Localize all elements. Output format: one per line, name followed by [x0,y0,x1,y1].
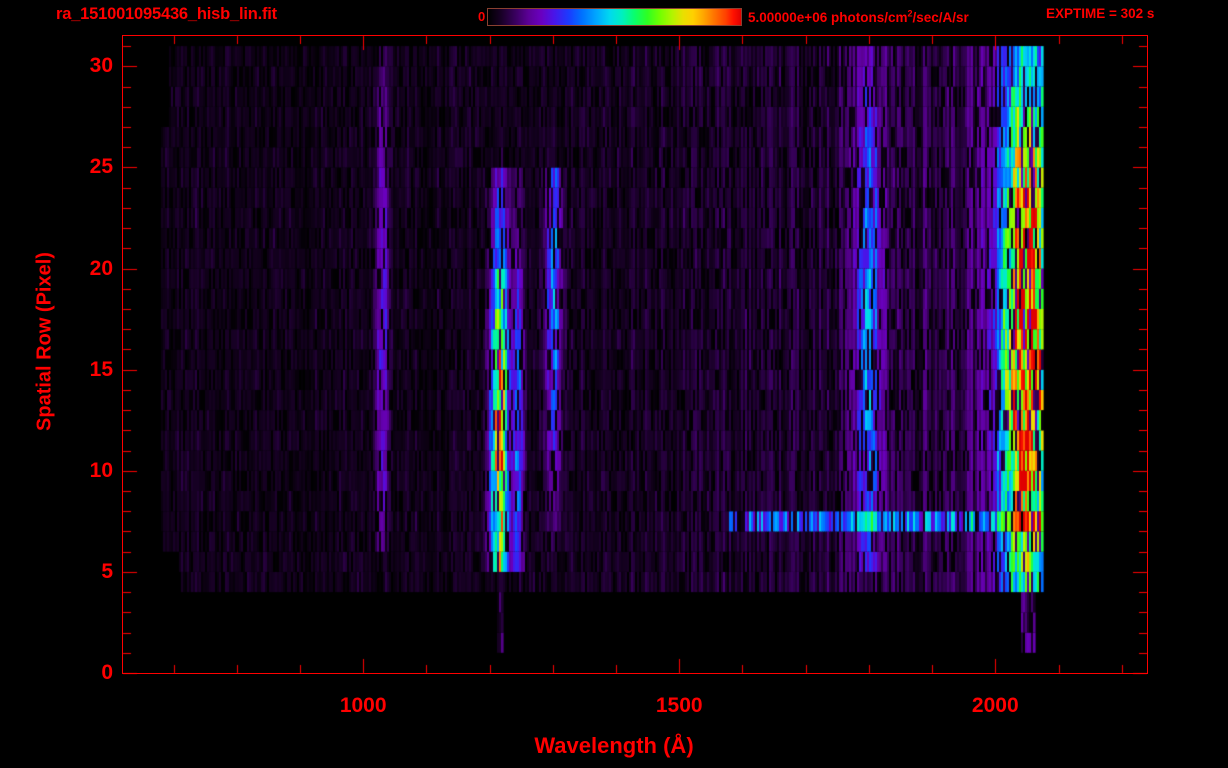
y-tick-label: 15 [89,357,113,381]
colorbar-min-label: 0 [478,9,486,24]
y-tick-label: 10 [89,458,113,482]
colorbar: 0 5.00000e+06 photons/cm2/sec/A/sr [478,7,969,27]
x-axis-title: Wavelength (Å) [534,733,694,758]
file-title: ra_151001095436_hisb_lin.fit [56,5,277,23]
y-tick-label: 0 [101,661,113,684]
colorbar-units-post: /sec/A/sr [912,10,969,25]
plot-frame [122,35,1148,674]
y-tick-label: 25 [89,155,113,179]
x-tick-label: 1500 [655,694,703,717]
colorbar-gradient [487,8,742,26]
y-tick-label: 20 [89,256,113,280]
colorbar-units-pre: photons/cm [827,10,908,25]
colorbar-max-value: 5.00000e+06 [748,10,828,25]
x-tick-label: 2000 [971,694,1019,717]
exposure-time-label: EXPTIME = 302 s [1046,6,1155,21]
x-tick-label: 1000 [339,694,387,717]
colorbar-max-label: 5.00000e+06 photons/cm2/sec/A/sr [748,9,969,25]
header-bar: ra_151001095436_hisb_lin.fit 0 5.00000e+… [0,0,1228,34]
y-axis-title: Spatial Row (Pixel) [33,252,56,431]
y-tick-label: 5 [101,559,113,583]
y-tick-label: 30 [89,54,113,78]
